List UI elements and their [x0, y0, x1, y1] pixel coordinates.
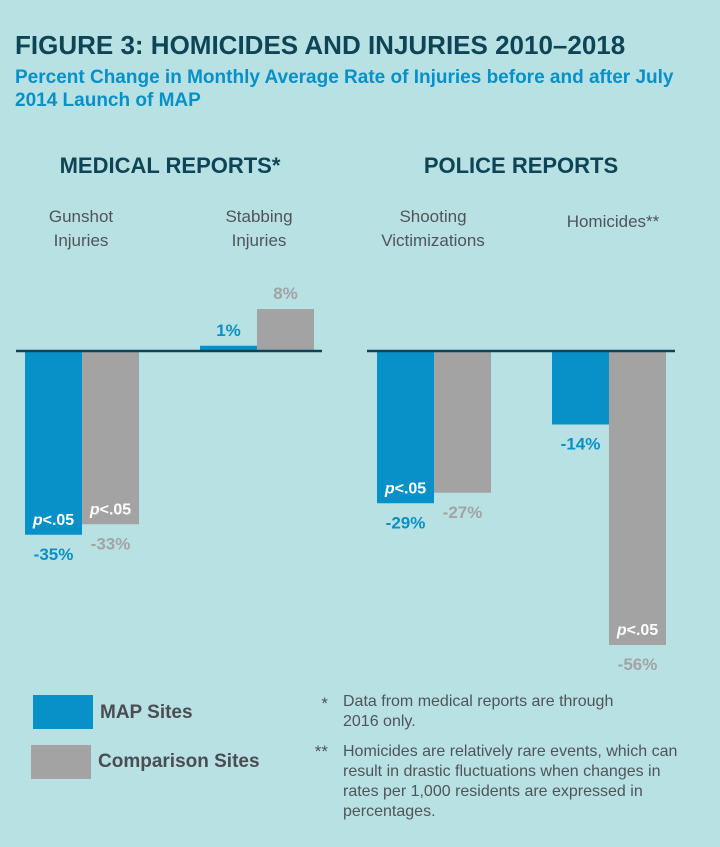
data-label-gunshot-injuries-comparison: -33%	[91, 534, 131, 553]
data-label-homicides-map: -14%	[561, 435, 601, 454]
section-title-police: POLICE REPORTS	[423, 153, 619, 178]
data-label-shooting-victimizations-map: -29%	[386, 513, 426, 532]
significance-threshold: <.05	[627, 622, 659, 639]
significance-threshold: <.05	[43, 512, 75, 529]
figure-subtitle: Percent Change in Monthly Average Rate o…	[15, 67, 674, 111]
significance-threshold: <.05	[100, 501, 132, 518]
category-label-line: Victimizations	[381, 231, 485, 250]
significance-p: p	[384, 480, 395, 497]
significance-threshold: <.05	[395, 480, 427, 497]
significance-p: p	[89, 501, 100, 518]
bar-stabbing-injuries-comparison	[257, 309, 314, 351]
category-label-line: Injuries	[53, 231, 109, 250]
category-label-line: Gunshot	[48, 207, 114, 226]
category-label-gunshot-injuries: Gunshot Injuries	[20, 205, 142, 253]
category-label-stabbing-injuries: Stabbing Injuries	[199, 205, 319, 253]
category-label-line: Stabbing	[225, 207, 293, 226]
significance-label-gunshot-injuries-comparison: p<.05	[89, 501, 131, 518]
category-label-line: Injuries	[231, 231, 287, 250]
category-label-line: Homicides**	[566, 212, 660, 231]
bar-homicides-comparison	[609, 351, 666, 645]
significance-label-gunshot-injuries-map: p<.05	[32, 512, 74, 529]
footnote-mark-single: *	[321, 694, 328, 713]
significance-label-shooting-victimizations-map: p<.05	[384, 480, 426, 497]
footnote-homicides: Homicides are relatively rare events, wh…	[343, 743, 678, 820]
bar-gunshot-injuries-comparison	[82, 351, 139, 525]
section-title-medical: MEDICAL REPORTS*	[59, 153, 281, 178]
legend-label-comparison-sites: Comparison Sites	[98, 751, 260, 772]
significance-p: p	[32, 512, 43, 529]
bar-gunshot-injuries-map	[25, 351, 82, 535]
data-label-shooting-victimizations-comparison: -27%	[443, 503, 483, 522]
bar-stabbing-injuries-map	[200, 345, 257, 351]
bar-shooting-victimizations-comparison	[434, 351, 491, 493]
figure-title: FIGURE 3: HOMICIDES AND INJURIES 2010–20…	[15, 30, 626, 60]
significance-label-homicides-comparison: p<.05	[616, 622, 658, 639]
category-label-shooting-victimizations: Shooting Victimizations	[370, 205, 496, 253]
footnote-medical-reports: Data from medical reports are through 20…	[343, 693, 614, 730]
category-label-homicides: Homicides**	[548, 210, 678, 234]
data-label-stabbing-injuries-map: 1%	[216, 321, 241, 340]
category-label-line: Shooting	[399, 207, 467, 226]
data-label-homicides-comparison: -56%	[618, 655, 658, 674]
footnote-mark-double: **	[314, 742, 328, 761]
significance-p: p	[616, 622, 627, 639]
data-label-gunshot-injuries-map: -35%	[34, 545, 74, 564]
legend-label-map-sites: MAP Sites	[100, 702, 193, 723]
data-label-stabbing-injuries-comparison: 8%	[273, 284, 298, 303]
legend-swatch-comparison-sites	[31, 745, 91, 779]
legend-swatch-map-sites	[33, 695, 93, 729]
bar-homicides-map	[552, 351, 609, 425]
bar-shooting-victimizations-map	[377, 351, 434, 504]
